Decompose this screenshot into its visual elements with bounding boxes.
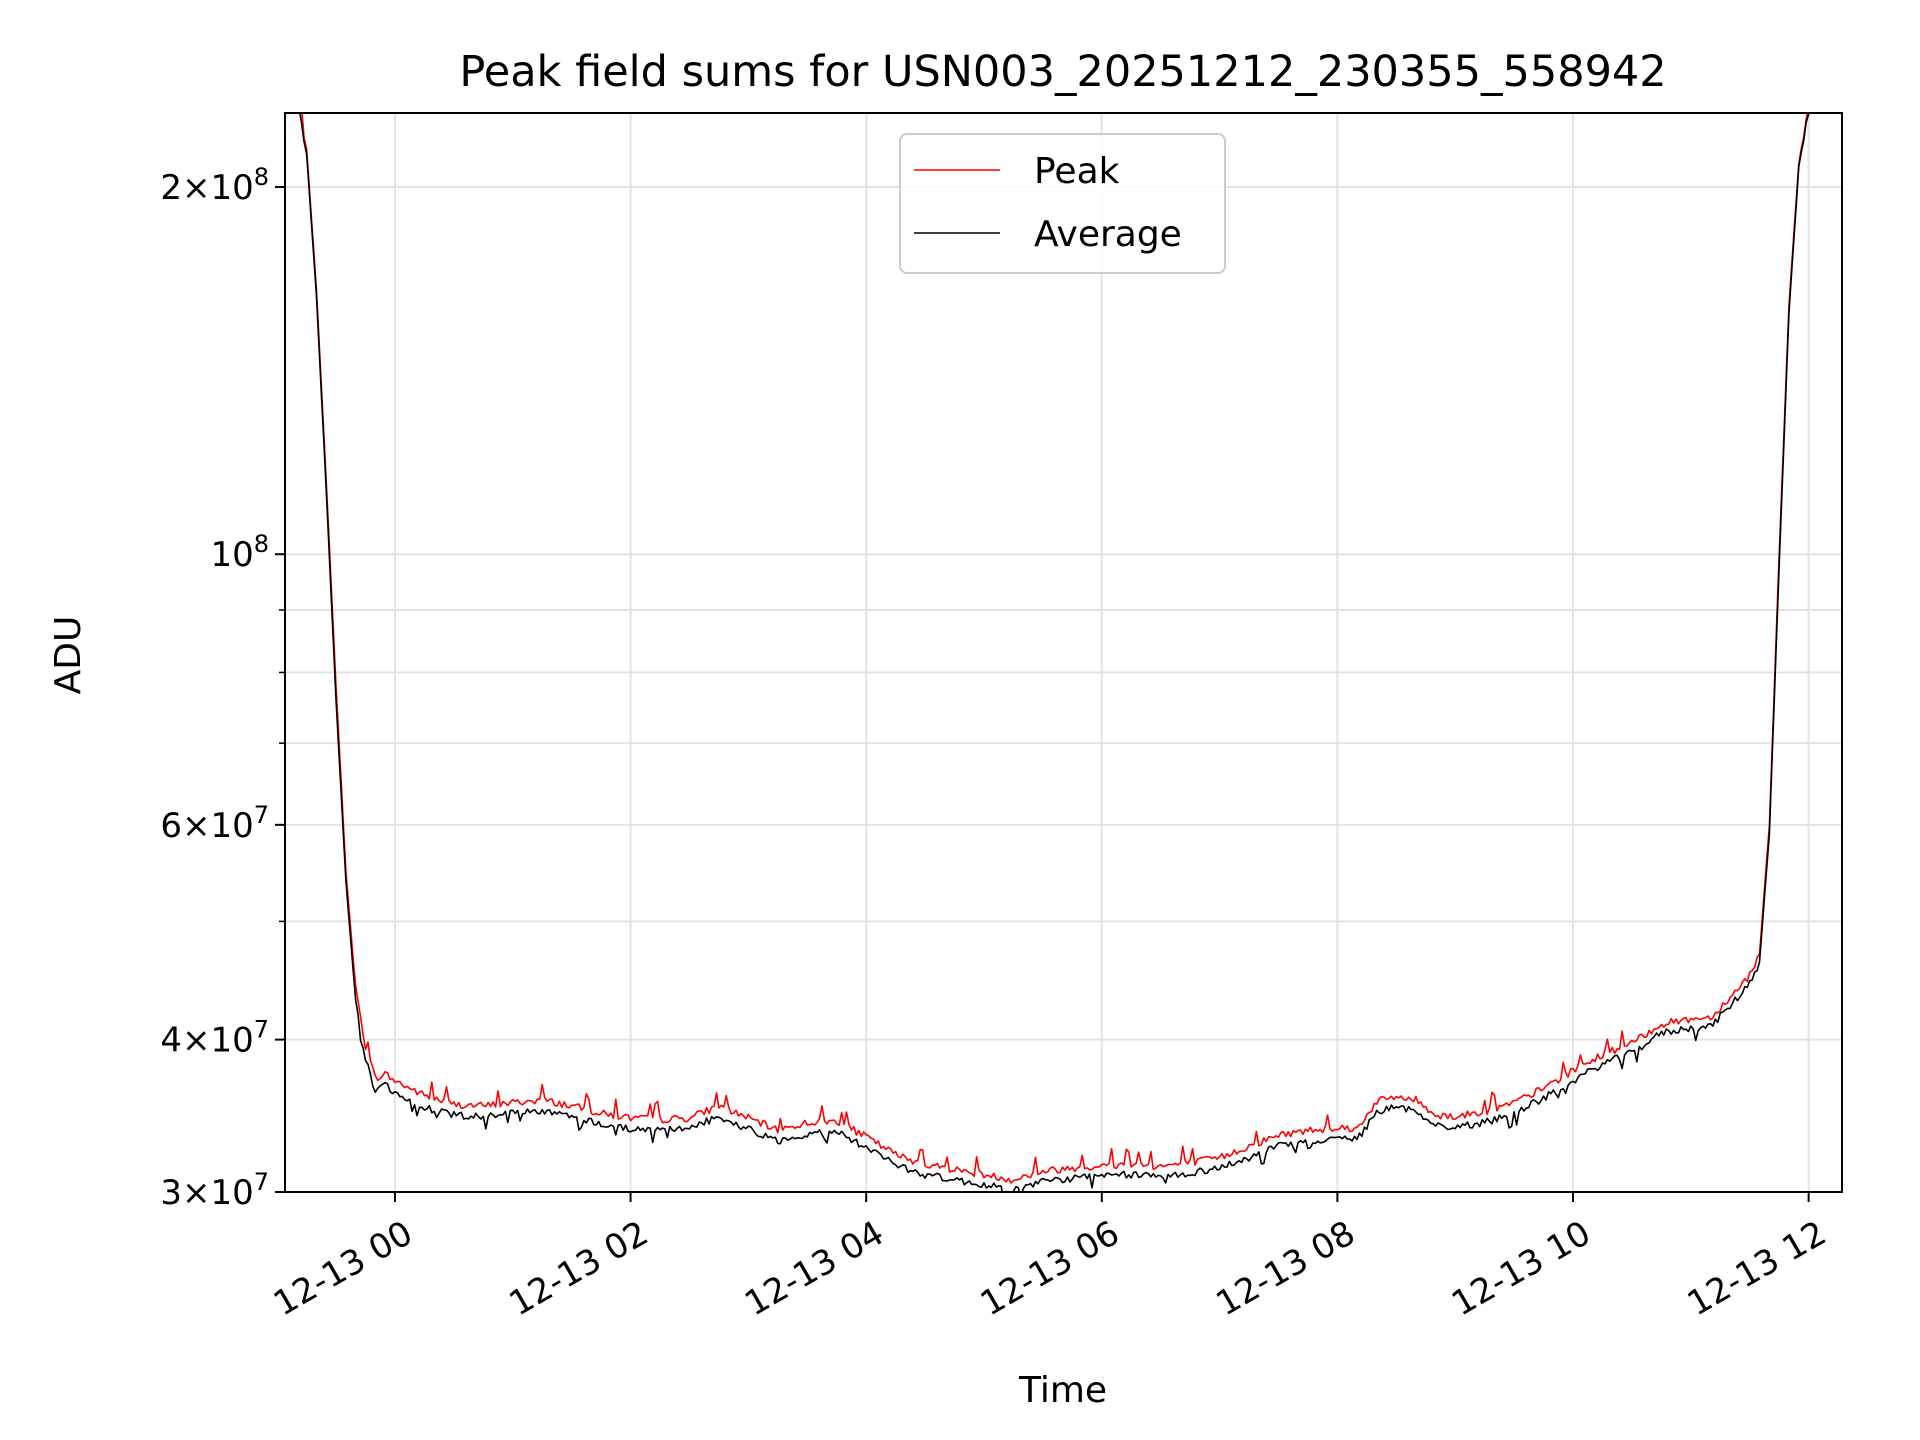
series-line-average — [299, 113, 1811, 1192]
y-tick-label: 4×107 — [160, 1016, 269, 1061]
legend: Peak Average — [899, 133, 1226, 274]
plot-frame — [284, 112, 1843, 1193]
series-line-peak — [301, 113, 1809, 1184]
plot-area — [285, 113, 1842, 1192]
legend-label-average: Average — [1034, 214, 1182, 255]
y-tick-label: 6×107 — [160, 801, 269, 846]
y-axis-label: ADU — [48, 616, 89, 695]
y-tick-label: 108 — [210, 530, 269, 575]
series-layer — [299, 113, 1811, 1192]
legend-label-peak: Peak — [1034, 151, 1120, 192]
legend-box — [899, 133, 1226, 274]
y-tick-label: 2×108 — [160, 163, 269, 208]
x-axis-label: Time — [1018, 1370, 1107, 1411]
y-tick-label: 3×107 — [160, 1168, 269, 1213]
chart-title: Peak field sums for USN003_20251212_2303… — [459, 47, 1666, 97]
